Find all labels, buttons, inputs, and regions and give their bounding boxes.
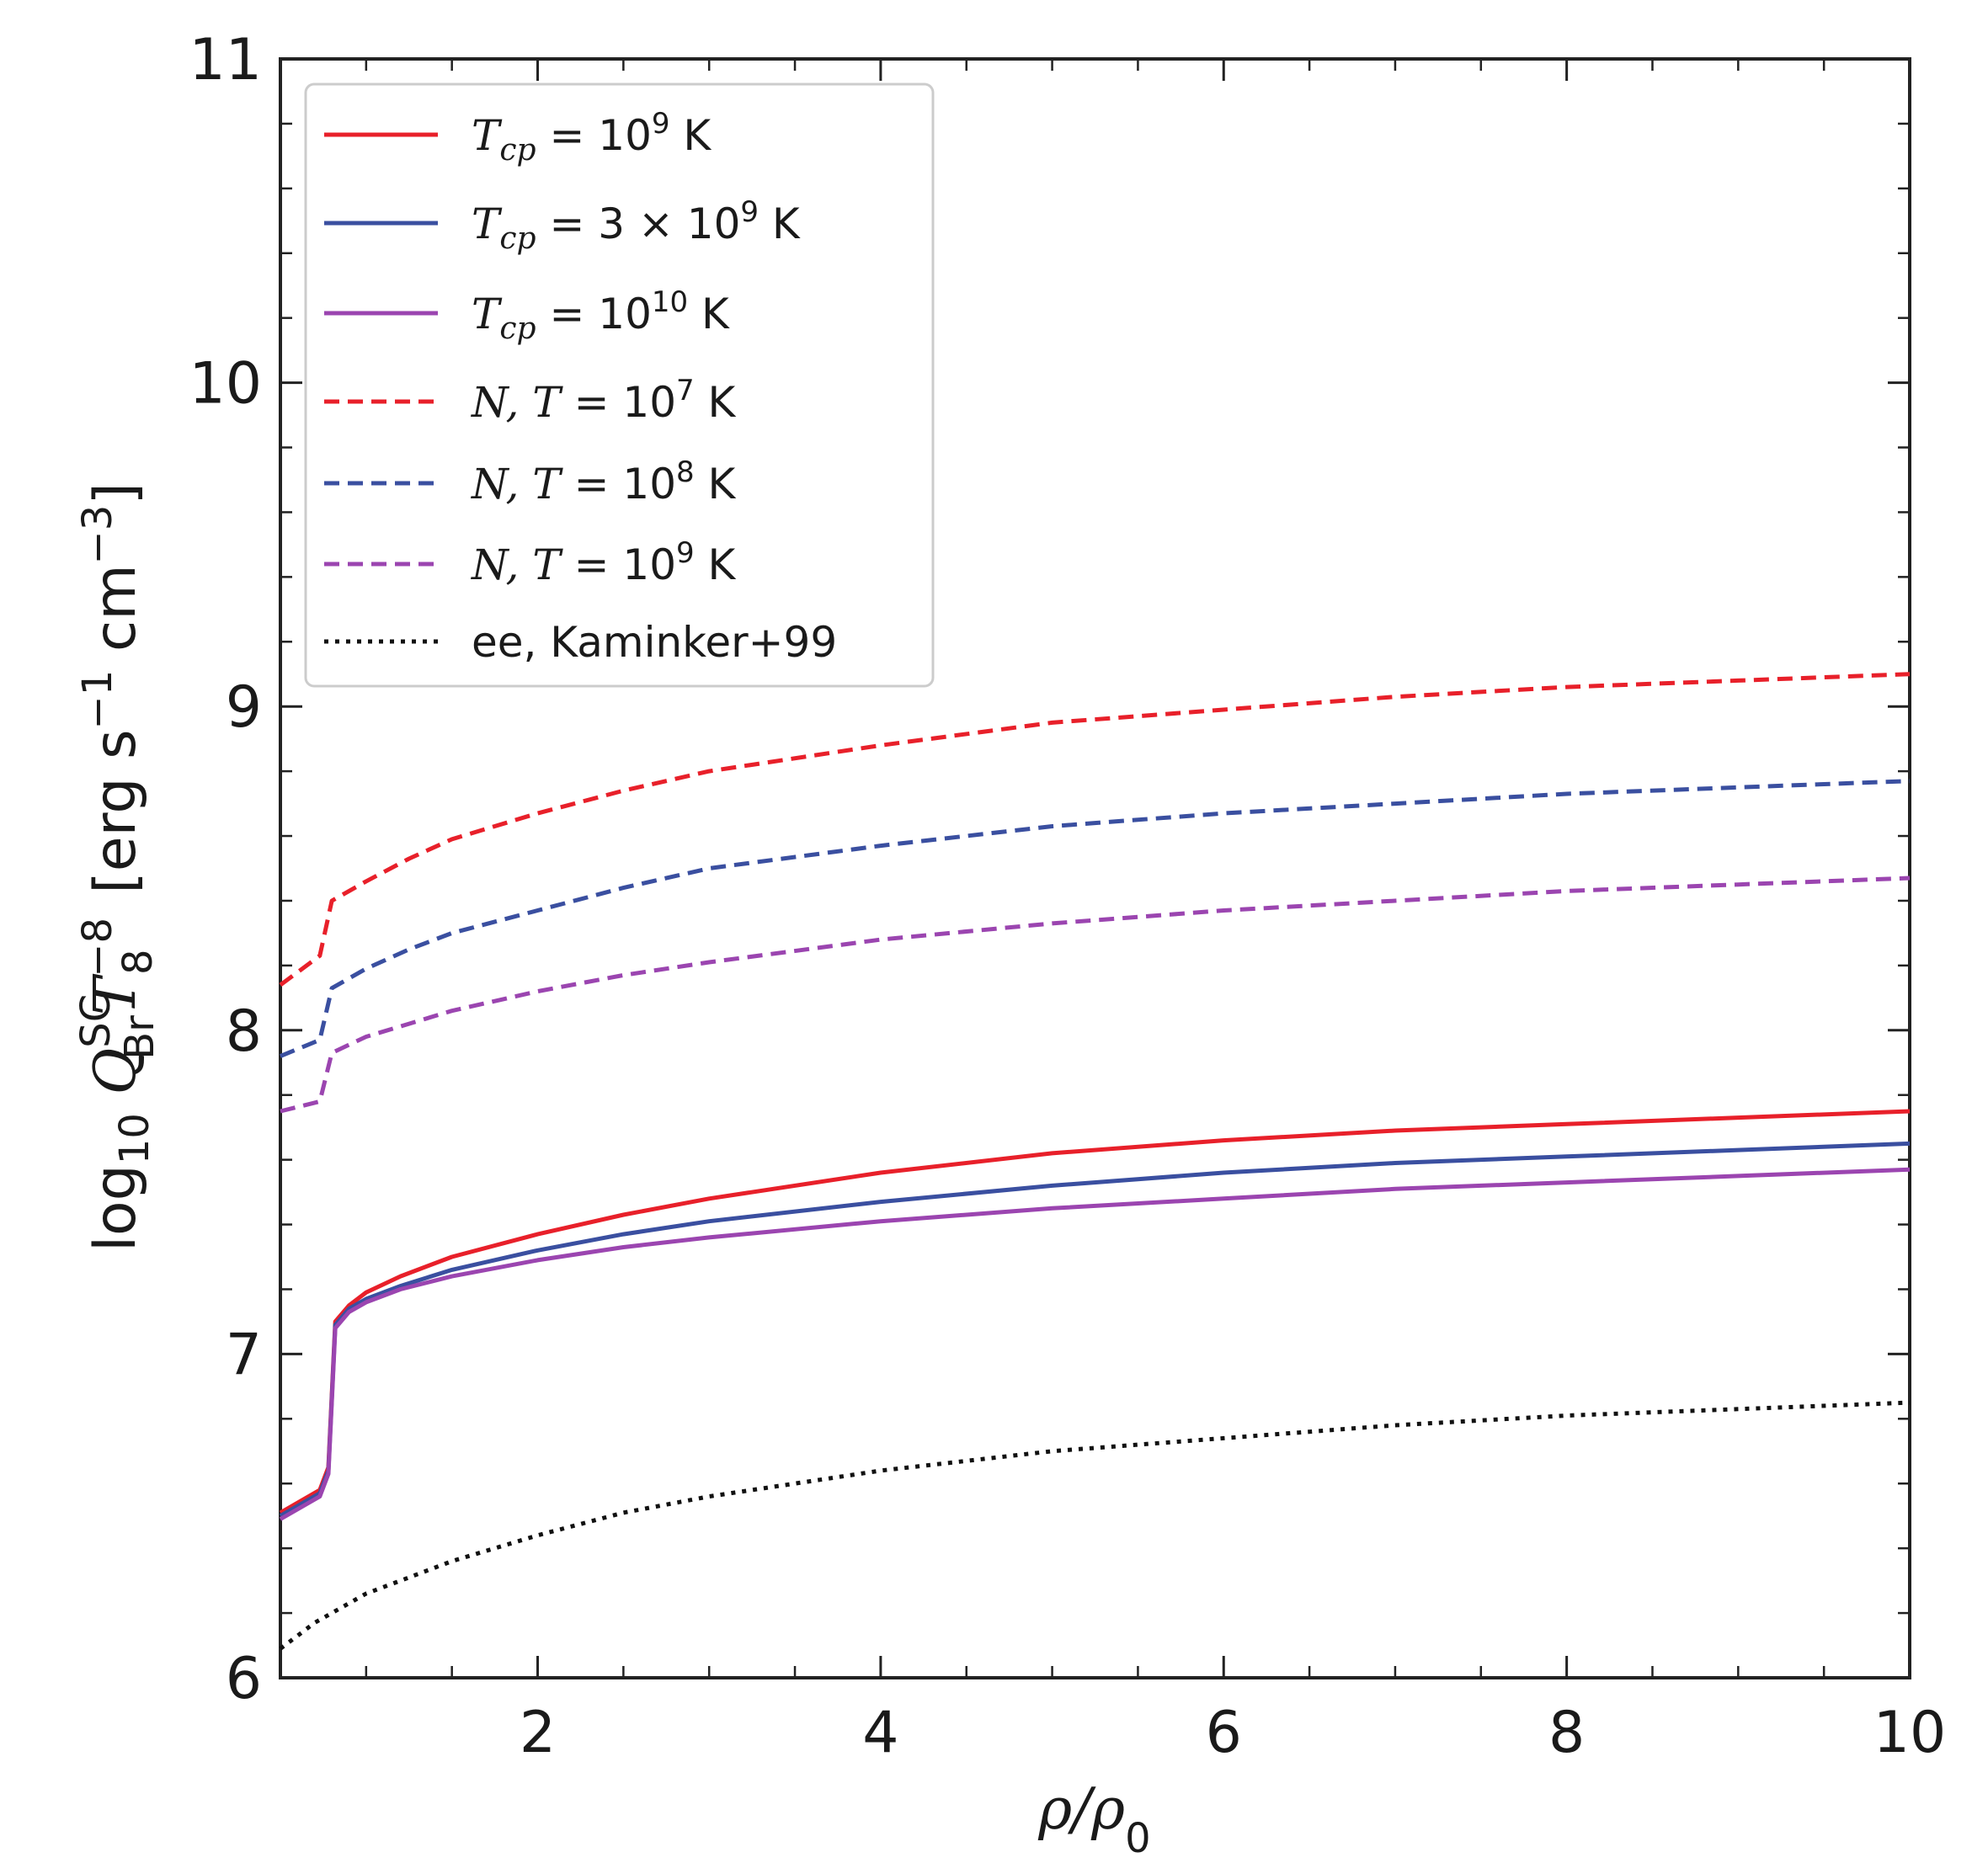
y-tick-label: 6 bbox=[226, 1646, 262, 1712]
legend-box bbox=[304, 83, 935, 688]
series-line-4 bbox=[280, 779, 1911, 1058]
series-line-6 bbox=[279, 1400, 1911, 1651]
series-line-2 bbox=[279, 1167, 1911, 1521]
y-tick-labels: 6 7 8 9 10 11 bbox=[189, 27, 262, 1712]
y-tick-label: 7 bbox=[226, 1322, 262, 1388]
x-tick-label: 10 bbox=[1873, 1700, 1947, 1766]
y-tick-label: 11 bbox=[189, 27, 262, 93]
axis-ticks bbox=[280, 57, 1911, 1679]
series-layer bbox=[279, 672, 1911, 1651]
x-tick-label: 4 bbox=[862, 1700, 898, 1766]
legend-label-tcp-1e9: Tcp = 109 K bbox=[472, 107, 712, 168]
series-line-0 bbox=[279, 1109, 1911, 1515]
y-tick-label: 9 bbox=[226, 674, 262, 741]
x-axis-label: ρ/ρ0 bbox=[1037, 1776, 1150, 1862]
x-tick-labels: 2 4 6 8 10 bbox=[520, 1700, 1946, 1766]
series-line-5 bbox=[280, 876, 1911, 1114]
legend-label-tcp-1e10: Tcp = 1010 K bbox=[472, 285, 730, 346]
plot-frame bbox=[279, 57, 1911, 1679]
legend-label-n-1e8: N, T = 108 K bbox=[471, 455, 737, 508]
legend-label-n-1e9: N, T = 109 K bbox=[471, 536, 737, 589]
x-tick-label: 8 bbox=[1548, 1700, 1585, 1766]
y-tick-label: 8 bbox=[226, 998, 262, 1065]
y-axis-label: log10 QSCBrT−88 [erg s−1 cm−3] bbox=[72, 482, 163, 1252]
series-line-1 bbox=[279, 1141, 1911, 1518]
legend: Tcp = 109 K Tcp = 3 × 109 K Tcp = 1010 K… bbox=[304, 83, 935, 688]
legend-label-n-1e7: N, T = 107 K bbox=[471, 374, 737, 427]
legend-label-ee-kaminker: ee, Kaminker+99 bbox=[472, 618, 837, 667]
y-tick-label: 10 bbox=[189, 351, 262, 418]
x-tick-label: 6 bbox=[1206, 1700, 1242, 1766]
legend-label-tcp-3e9: Tcp = 3 × 109 K bbox=[472, 195, 801, 256]
series-line-3 bbox=[279, 672, 1911, 987]
x-tick-label: 2 bbox=[520, 1700, 556, 1766]
